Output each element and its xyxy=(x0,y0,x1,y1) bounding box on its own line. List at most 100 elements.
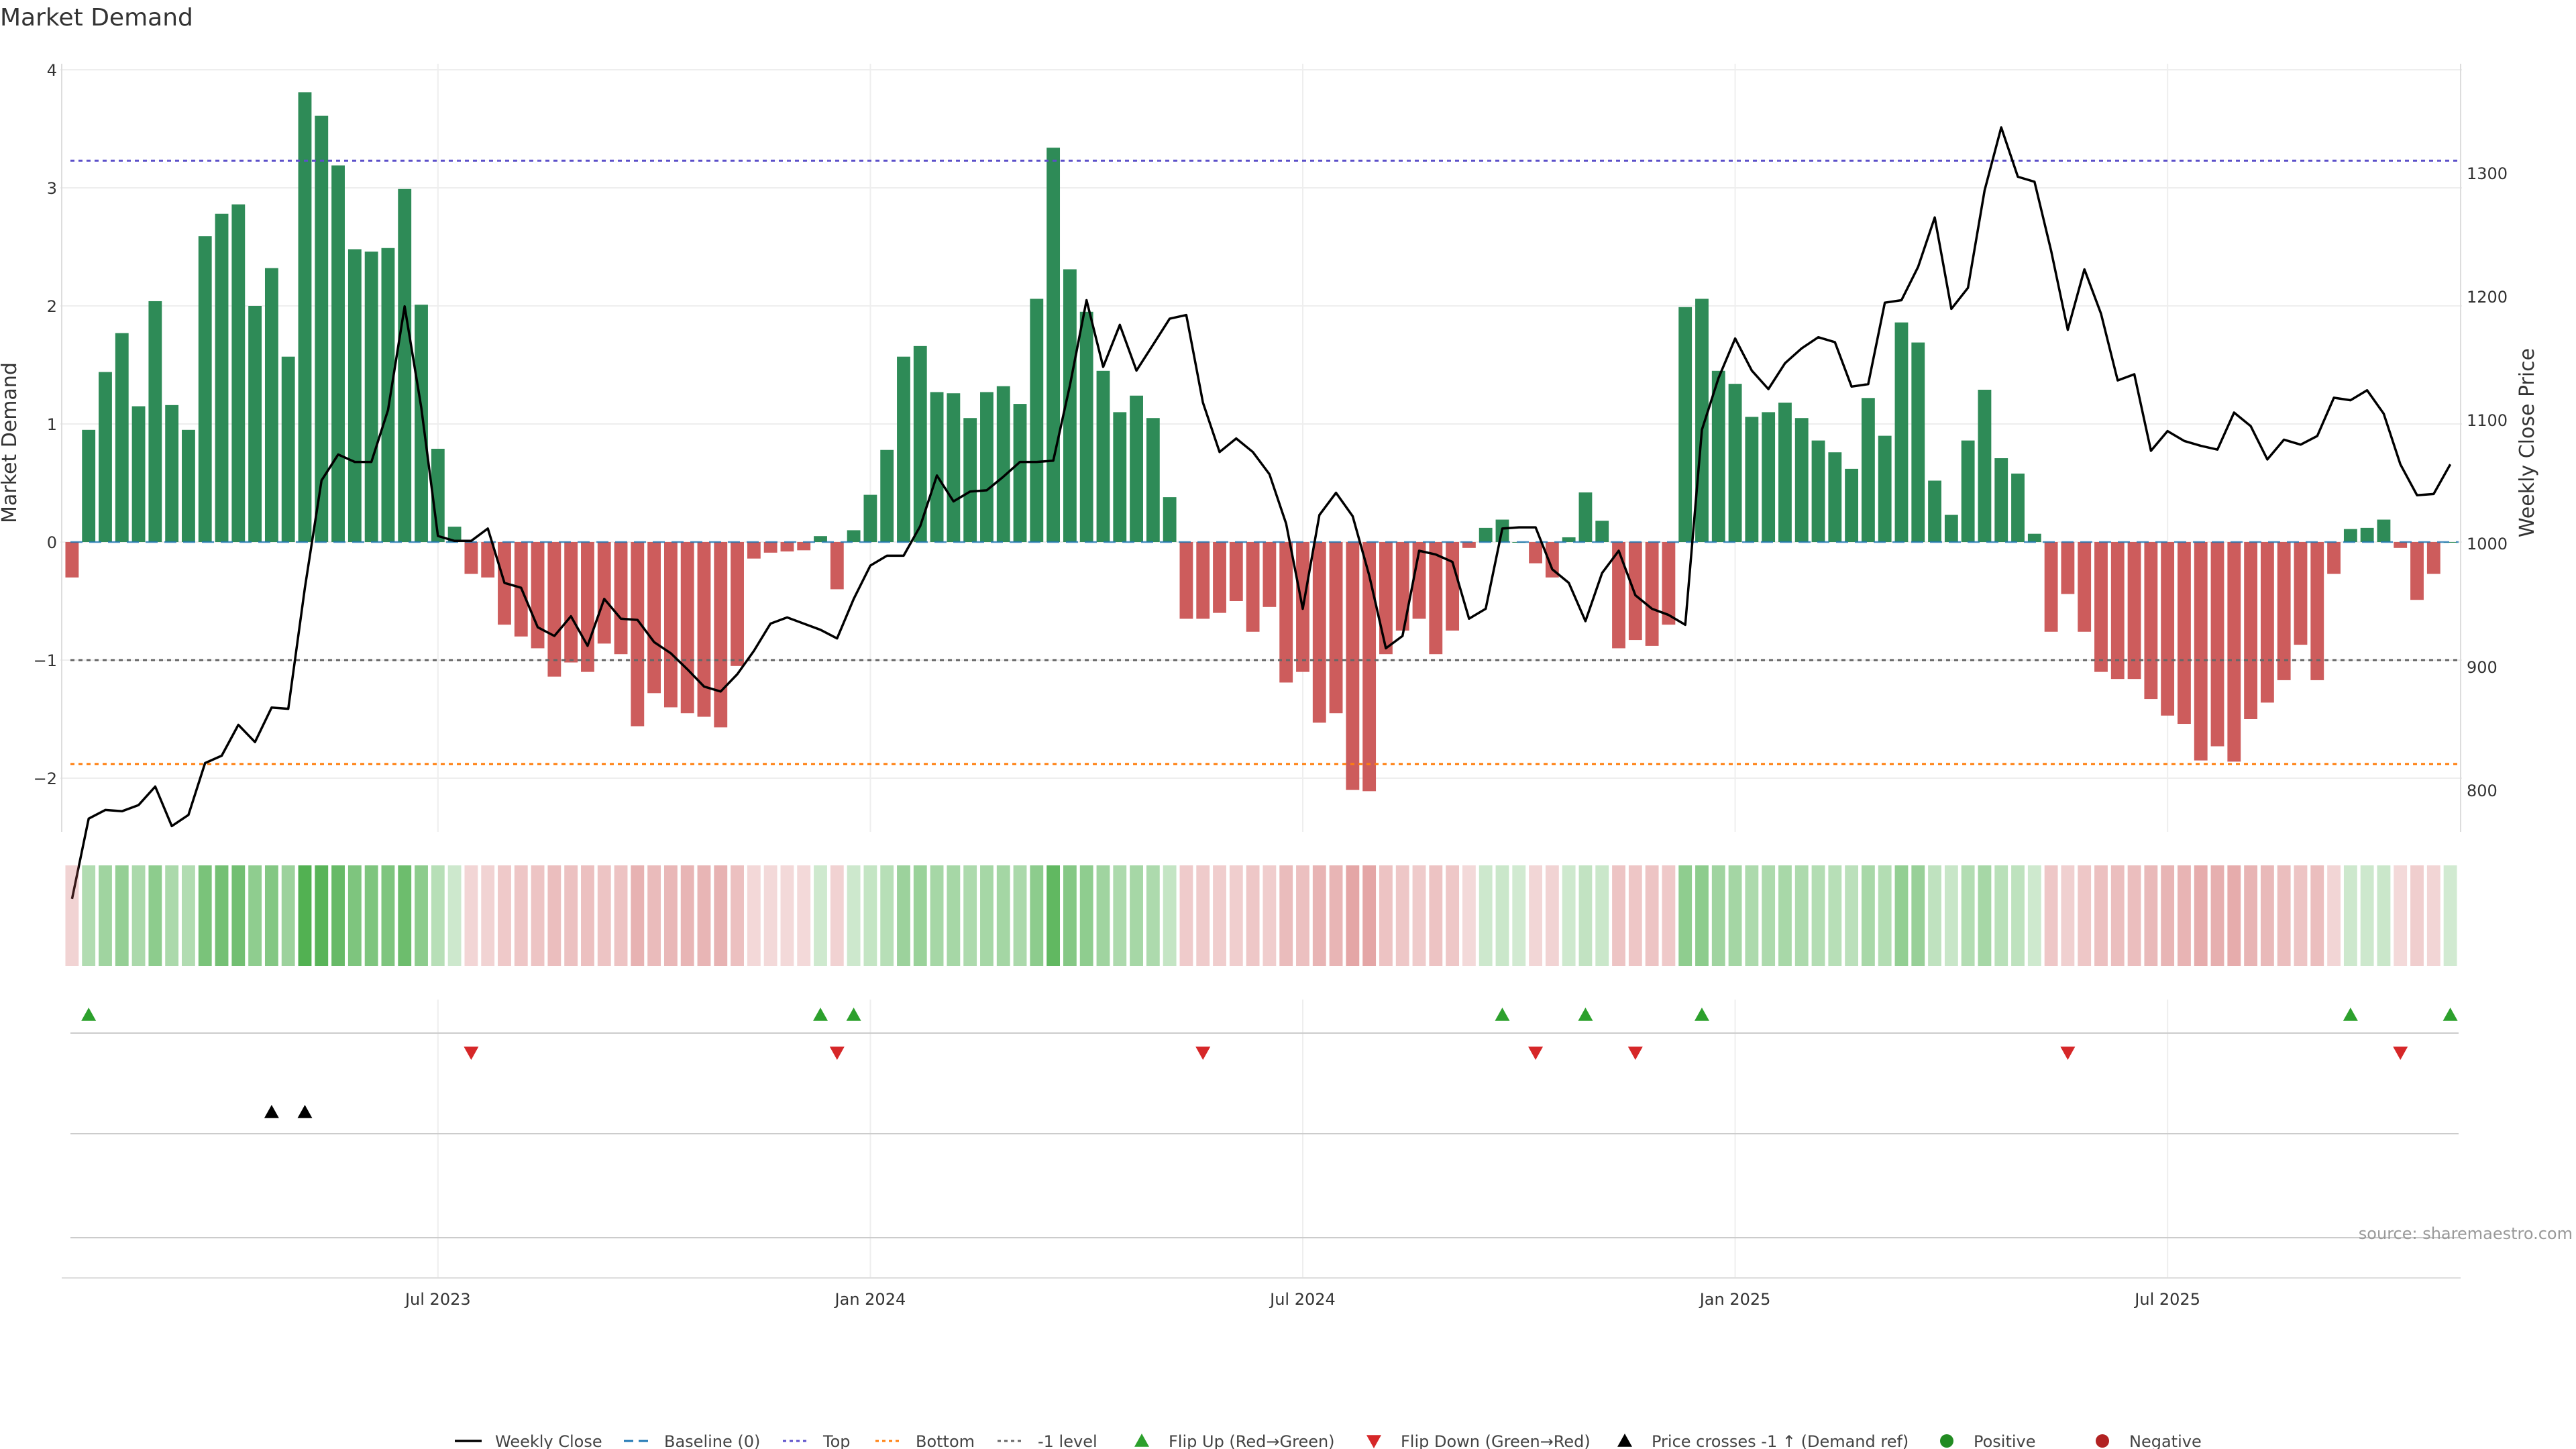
demand-bar xyxy=(115,333,129,542)
heat-cell xyxy=(1296,865,1309,966)
heat-cell xyxy=(481,865,495,966)
demand-bar xyxy=(1861,398,1875,542)
y2-tick-label: 1000 xyxy=(2467,535,2508,553)
heat-cell xyxy=(1578,865,1593,966)
demand-bar xyxy=(65,542,79,578)
heat-cell xyxy=(398,865,412,966)
demand-bar xyxy=(381,248,395,542)
heat-cell xyxy=(2377,865,2391,966)
flip-down-marker xyxy=(1528,1046,1544,1060)
demand-bar xyxy=(1379,542,1393,655)
heat-cell xyxy=(2127,865,2141,966)
demand-bar xyxy=(2144,542,2158,700)
demand-bar xyxy=(415,305,428,542)
legend-triangle-up xyxy=(1617,1434,1632,1447)
heat-cell xyxy=(1711,865,1725,966)
legend-label: Baseline (0) xyxy=(664,1432,760,1449)
x-axis: Jul 2023 Jan 2024 Jul 2024 Jan 2025 Jul 2025 xyxy=(62,1277,2461,1309)
demand-bar xyxy=(597,542,611,644)
heat-cell xyxy=(231,865,246,966)
heat-cell xyxy=(1545,865,1559,966)
heat-cell xyxy=(1179,865,1193,966)
heat-cell xyxy=(547,865,561,966)
demand-bar xyxy=(980,392,994,542)
heat-cell xyxy=(1229,865,1243,966)
demand-bar xyxy=(1994,458,2008,542)
flip-up-marker xyxy=(2343,1008,2358,1021)
demand-bar xyxy=(996,386,1010,542)
heat-cell xyxy=(1861,865,1875,966)
legend-label: Top xyxy=(822,1432,851,1449)
heat-cell xyxy=(2011,865,2025,966)
demand-bar xyxy=(2277,542,2291,680)
heat-cell xyxy=(1163,865,1177,966)
demand-bar xyxy=(131,406,146,542)
demand-bar xyxy=(1728,384,1742,542)
heat-cell xyxy=(1213,865,1226,966)
flip-up-marker xyxy=(846,1008,861,1021)
heat-cell xyxy=(1512,865,1526,966)
demand-bar xyxy=(1479,527,1493,542)
legend: Weekly Close Baseline (0) Top Bottom -1 leve… xyxy=(455,1432,2202,1449)
heat-cell xyxy=(364,865,378,966)
demand-bar xyxy=(1628,542,1642,641)
y-tick-label: 1 xyxy=(47,415,57,434)
demand-bar xyxy=(331,165,345,542)
heat-cell xyxy=(1279,865,1293,966)
legend-triangle-down xyxy=(1366,1435,1381,1448)
demand-bar xyxy=(897,356,910,542)
heat-cell xyxy=(1678,865,1693,966)
demand-bar xyxy=(747,542,761,559)
heat-cell xyxy=(1446,865,1460,966)
heat-cell xyxy=(731,865,744,966)
heat-cell xyxy=(198,865,212,966)
demand-bar xyxy=(2244,542,2258,719)
legend-label: Bottom xyxy=(916,1432,975,1449)
demand-bar xyxy=(1762,412,1776,542)
heat-cell xyxy=(248,865,262,966)
chart-title: Market Demand xyxy=(0,4,193,32)
heat-cell xyxy=(2327,865,2341,966)
demand-bar xyxy=(963,418,977,542)
heat-cell xyxy=(1246,865,1260,966)
heat-cell xyxy=(2277,865,2291,966)
demand-bar xyxy=(1196,542,1210,619)
heat-cell xyxy=(714,865,728,966)
heat-cell xyxy=(913,865,927,966)
demand-bar xyxy=(148,301,162,542)
legend-label: Flip Down (Green→Red) xyxy=(1401,1432,1591,1449)
heat-cell xyxy=(2110,865,2125,966)
heat-cell xyxy=(1395,865,1409,966)
demand-bar xyxy=(248,306,262,542)
heat-cell xyxy=(2244,865,2258,966)
demand-bar xyxy=(2011,473,2025,542)
demand-bar xyxy=(1462,542,1476,548)
heat-cell xyxy=(1146,865,1160,966)
demand-bar xyxy=(347,249,362,542)
flip-up-marker xyxy=(813,1008,828,1021)
flip-down-marker xyxy=(2393,1046,2408,1060)
heat-cell xyxy=(1263,865,1277,966)
demand-bar xyxy=(1246,542,1260,632)
heat-cell xyxy=(498,865,511,966)
legend-label: Negative xyxy=(2129,1432,2202,1449)
demand-bar xyxy=(1778,402,1792,542)
demand-bar xyxy=(2327,542,2341,574)
heat-cell xyxy=(1845,865,1859,966)
heat-cell xyxy=(182,865,195,966)
demand-bar xyxy=(2178,542,2191,724)
heat-cell xyxy=(2144,865,2158,966)
heat-cell xyxy=(281,865,295,966)
heat-cell xyxy=(1130,865,1143,966)
demand-bar xyxy=(863,494,877,542)
demand-bar xyxy=(1362,542,1377,792)
demand-bar xyxy=(2227,542,2241,762)
y-tick-label: −2 xyxy=(34,769,57,788)
demand-bar xyxy=(1928,480,1941,542)
heat-cell xyxy=(947,865,961,966)
heat-cell xyxy=(1063,865,1077,966)
demand-bar xyxy=(1911,342,1925,542)
demand-bar xyxy=(264,268,278,542)
demand-bar xyxy=(1030,299,1044,542)
